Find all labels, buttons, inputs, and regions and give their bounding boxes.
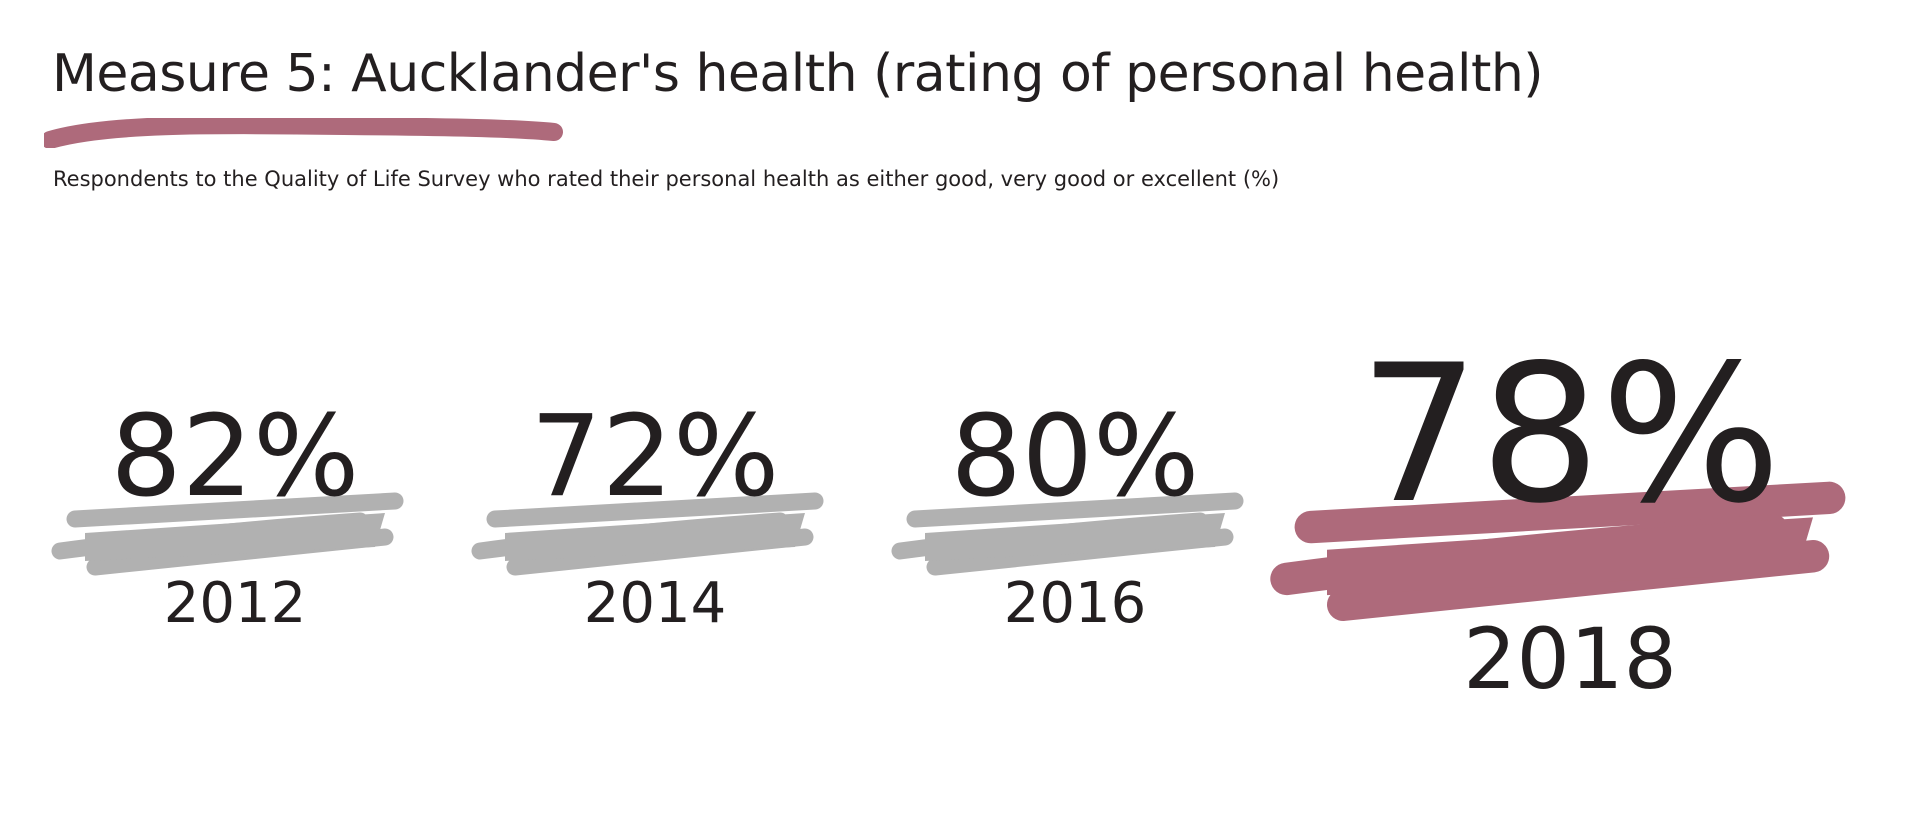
stat-2012: 82% 2012 bbox=[51, 392, 404, 636]
stat-2018: 78% 2018 bbox=[1270, 324, 1846, 708]
chart-title: Measure 5: Aucklander's health (rating o… bbox=[52, 44, 1544, 104]
stat-value-2018: 78% bbox=[1359, 324, 1781, 545]
stat-2014: 72% 2014 bbox=[471, 392, 824, 636]
chart-subtitle: Respondents to the Quality of Life Surve… bbox=[53, 167, 1280, 191]
stat-value-2014: 72% bbox=[531, 392, 780, 522]
stat-year-2012: 2012 bbox=[164, 571, 307, 636]
stat-year-2018: 2018 bbox=[1463, 610, 1677, 708]
title-underline-brush bbox=[44, 118, 563, 148]
brush-stroke-2012 bbox=[51, 492, 404, 576]
brush-stroke-2016 bbox=[891, 492, 1244, 576]
stat-year-2016: 2016 bbox=[1004, 571, 1147, 636]
brush-stroke-2014 bbox=[471, 492, 824, 576]
brush-stroke-2018 bbox=[1270, 481, 1846, 622]
stat-2016: 80% 2016 bbox=[891, 392, 1244, 636]
stat-value-2012: 82% bbox=[111, 392, 360, 522]
stat-value-2016: 80% bbox=[951, 392, 1200, 522]
stat-year-2014: 2014 bbox=[584, 571, 727, 636]
